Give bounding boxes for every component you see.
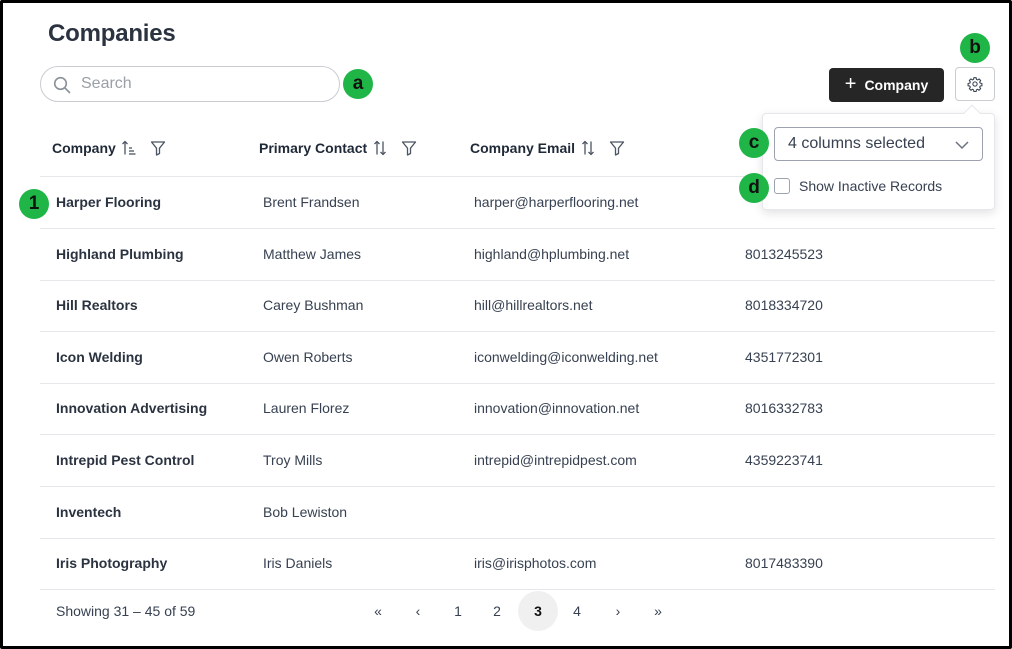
annotation-badge-1: 1 [19, 189, 49, 219]
table-settings-menu: 4 columns selected Show Inactive Records [762, 104, 995, 210]
page-button[interactable]: 2 [493, 603, 501, 619]
cell-contact: Lauren Florez [263, 400, 350, 417]
table-row[interactable]: Intrepid Pest Control Troy Mills intrepid@… [40, 435, 995, 487]
cell-contact: Matthew James [263, 245, 362, 262]
add-company-label: Company [864, 77, 929, 93]
show-inactive-label: Show Inactive Records [799, 178, 943, 194]
column-header-primary-contact[interactable]: Primary Contact [259, 140, 417, 156]
annotation-badge-a: a [343, 69, 373, 99]
cell-contact: Brent Frandsen [263, 194, 360, 210]
sort-icon[interactable] [581, 140, 595, 156]
cell-contact: Troy Mills [263, 452, 323, 468]
gear-icon [967, 77, 983, 92]
show-inactive-checkbox[interactable] [774, 178, 790, 194]
column-header-label: Company [52, 140, 116, 156]
cell-company: Highland Plumbing [56, 245, 184, 262]
next-page-button[interactable]: › [615, 603, 621, 619]
search-input[interactable] [81, 73, 331, 95]
last-page-button[interactable]: » [654, 603, 662, 619]
settings-button[interactable] [955, 67, 995, 101]
cell-contact: Owen Roberts [263, 348, 353, 365]
add-company-button[interactable]: + Company [829, 68, 944, 102]
table-row[interactable]: Innovation Advertising Lauren Florez innov… [40, 383, 995, 436]
table-row[interactable]: Iris Photography Iris Daniels iris@irispho… [40, 538, 995, 591]
cell-phone: 8016332783 [745, 400, 823, 417]
show-inactive-toggle[interactable]: Show Inactive Records [774, 178, 942, 194]
cell-phone: 8017483390 [745, 555, 823, 572]
cell-phone: 4351772301 [745, 348, 823, 365]
sort-icon[interactable] [373, 140, 387, 156]
table-header: Company Primary Contact [40, 125, 995, 177]
cell-company: Icon Welding [56, 348, 143, 365]
plus-icon: + [844, 73, 857, 95]
cell-company: Harper Flooring [56, 194, 162, 210]
search-box[interactable] [40, 66, 340, 102]
cell-email: intrepid@intrepidpest.com [474, 452, 637, 468]
cell-contact: Carey Bushman [263, 297, 364, 314]
column-header-company[interactable]: Company [52, 140, 166, 156]
cell-email: hill@hillrealtors.net [474, 297, 593, 314]
previous-page-button[interactable]: ‹ [415, 603, 421, 619]
page-button-current[interactable]: 3 [518, 591, 558, 631]
sort-ascending-icon[interactable] [121, 140, 136, 156]
columns-select-value: 4 columns selected [788, 135, 925, 152]
search-icon [53, 76, 71, 94]
filter-icon[interactable] [401, 140, 417, 156]
page-button[interactable]: 1 [454, 603, 462, 619]
column-header-label: Company Email [470, 140, 576, 156]
pagination-summary: Showing 31 – 45 of 59 [56, 603, 196, 619]
annotation-badge-b: b [960, 33, 990, 63]
cell-email: innovation@innovation.net [474, 400, 640, 417]
table-row[interactable]: Icon Welding Owen Roberts iconwelding@icon… [40, 332, 995, 384]
cell-contact: Bob Lewiston [263, 503, 348, 520]
cell-company: Inventech [56, 503, 122, 520]
cell-contact: Iris Daniels [263, 555, 333, 572]
page-title: Companies [48, 20, 176, 47]
cell-company: Hill Realtors [56, 297, 138, 314]
table-row[interactable]: Inventech Bob Lewiston [40, 487, 995, 539]
page-button[interactable]: 4 [573, 603, 581, 619]
cell-email: iconwelding@iconwelding.net [474, 348, 658, 365]
cell-phone: 8018334720 [745, 297, 823, 314]
filter-icon[interactable] [150, 140, 166, 156]
menu-caret [963, 104, 981, 122]
filter-icon[interactable] [609, 140, 625, 156]
annotation-badge-c: c [739, 128, 769, 158]
chevron-down-icon [955, 141, 969, 150]
cell-company: Iris Photography [56, 555, 168, 572]
first-page-button[interactable]: « [374, 603, 382, 619]
cell-email: highland@hplumbing.net [474, 245, 630, 262]
annotation-badge-d: d [739, 173, 769, 203]
table-row[interactable]: Harper Flooring Brent Frandsen harper@harp… [40, 177, 995, 229]
cell-email: iris@irisphotos.com [474, 555, 597, 572]
column-header-company-email[interactable]: Company Email [470, 140, 625, 156]
cell-company: Intrepid Pest Control [56, 452, 195, 468]
cell-email: harper@harperflooring.net [474, 194, 639, 210]
cell-company: Innovation Advertising [56, 400, 208, 417]
column-header-label: Primary Contact [259, 140, 368, 156]
cell-phone: 8013245523 [745, 245, 823, 262]
cell-phone: 4359223741 [745, 452, 823, 468]
columns-select[interactable]: 4 columns selected [774, 127, 983, 161]
table-row[interactable]: Highland Plumbing Matthew James highland@h… [40, 229, 995, 281]
table-row[interactable]: Hill Realtors Carey Bushman hill@hillrealt… [40, 280, 995, 333]
